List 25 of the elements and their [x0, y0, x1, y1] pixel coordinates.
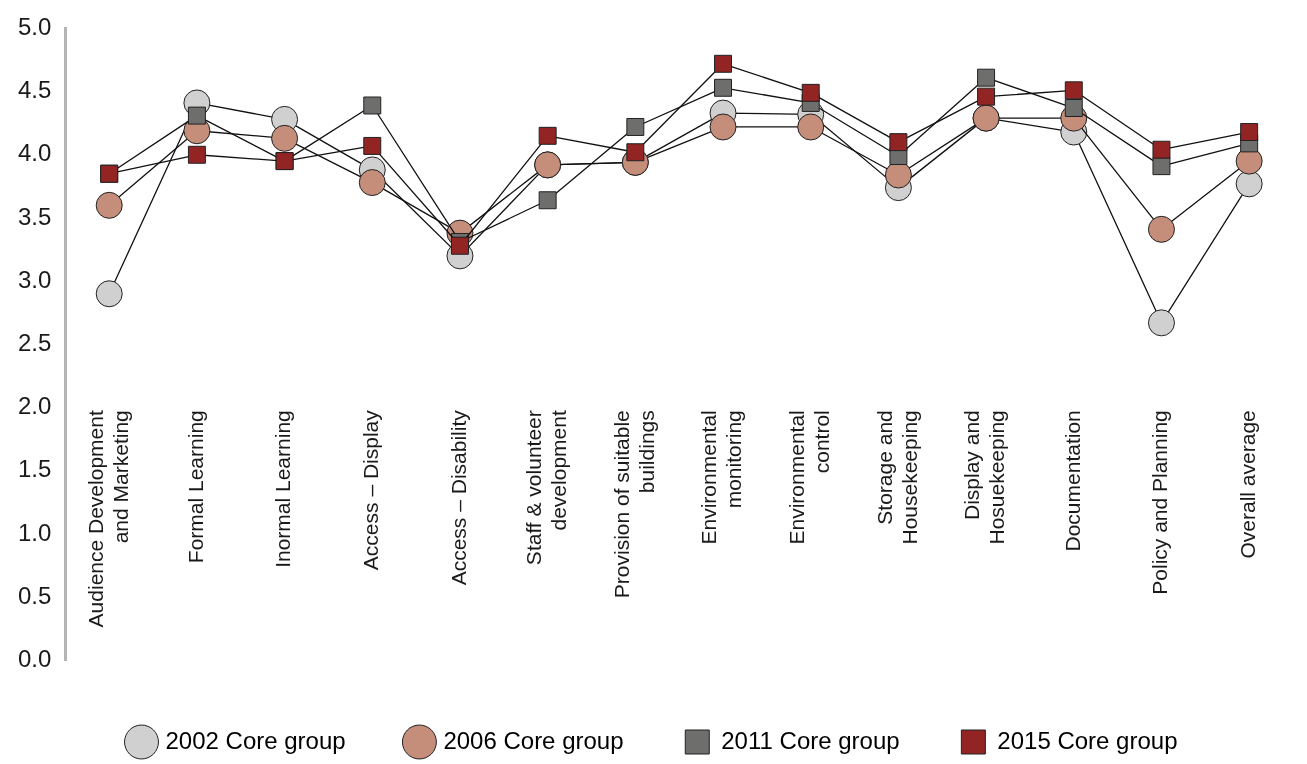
x-tick-label: Inormal Learning	[271, 410, 295, 568]
x-tick-label: Policy and Planning	[1148, 410, 1172, 595]
legend-label: 2002 Core group	[165, 726, 346, 754]
y-tick-label: 3.5	[17, 202, 52, 230]
y-tick-label: 0.0	[17, 644, 52, 672]
x-tick-label: Display and Hosuekeeping	[960, 410, 1009, 545]
x-tick-label: Audience Development and Marketing	[83, 410, 132, 628]
y-tick-label: 4.0	[17, 139, 52, 167]
x-tick-label: Overall average	[1235, 410, 1259, 559]
y-tick-label: 2.5	[17, 328, 52, 356]
legend-label: 2011 Core group	[721, 726, 900, 754]
y-tick-label: 0.5	[17, 581, 52, 609]
legend-label: 2015 Core group	[997, 726, 1178, 754]
legend-label: 2006 Core group	[443, 726, 624, 754]
y-tick-label: 1.0	[17, 518, 52, 546]
y-tick-label: 3.0	[17, 265, 52, 293]
y-tick-label: 4.5	[17, 76, 52, 104]
x-tick-label: Documentation	[1060, 410, 1084, 552]
y-tick-label: 5.0	[17, 13, 52, 41]
y-tick-label: 2.0	[17, 392, 52, 420]
x-tick-label: Staff & volunteer development	[521, 410, 570, 566]
y-tick-label: 1.5	[17, 455, 52, 483]
x-tick-label: Access – Display	[359, 409, 383, 571]
x-tick-label: Formal Learning	[183, 410, 207, 564]
x-tick-label: Access – Disability	[446, 409, 470, 586]
